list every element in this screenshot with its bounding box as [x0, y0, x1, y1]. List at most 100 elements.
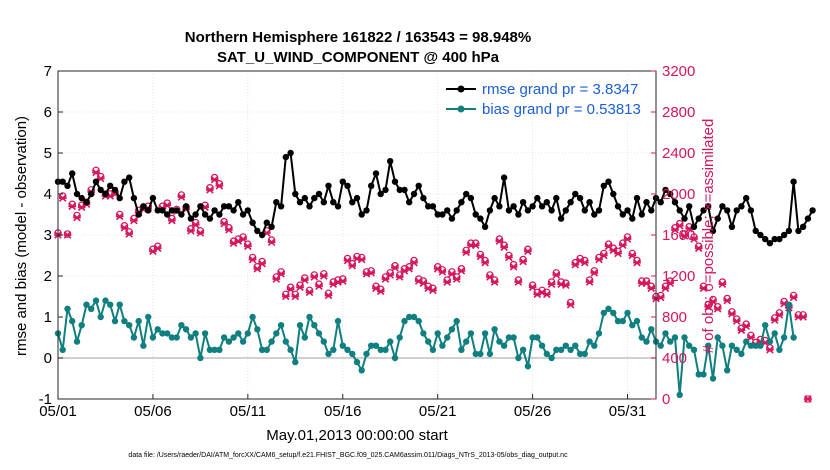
bias-point [315, 330, 323, 337]
obs-possible-point [153, 242, 162, 251]
obs-assimilated-point [376, 287, 385, 296]
rmse-point [586, 199, 593, 206]
bias-point [401, 317, 408, 325]
bias-point [258, 346, 266, 353]
obs-assimilated-point [244, 242, 252, 251]
bias-point [785, 301, 793, 308]
rmse-point [315, 190, 323, 198]
bias-point [757, 342, 764, 349]
bias-point [102, 297, 109, 304]
obs-assimilated-point [187, 227, 195, 235]
rmse-point [676, 207, 683, 214]
rmse-point [481, 223, 489, 230]
bias-point [230, 334, 237, 341]
rmse-point [709, 227, 717, 235]
obs-possible-point [490, 276, 499, 284]
bias-point [164, 330, 171, 337]
bias-point [78, 322, 85, 329]
obs-assimilated-point [543, 290, 551, 299]
obs-assimilated-point [391, 264, 399, 272]
obs-assimilated-point [386, 271, 395, 279]
rmse-point [771, 235, 778, 243]
bias-point [676, 391, 683, 399]
rmse-point [747, 207, 755, 214]
obs-assimilated-point [514, 278, 523, 286]
bias-point [505, 334, 513, 341]
bias-series [54, 297, 797, 399]
obs-possible-point [728, 308, 736, 316]
obs-possible-point [367, 267, 376, 275]
rmse-point [690, 223, 698, 230]
rmse-point [581, 207, 588, 214]
rmse-point [401, 186, 408, 194]
rmse-point [239, 211, 247, 218]
obs-assimilated-point [775, 311, 784, 319]
bias-point [287, 346, 294, 353]
bias-point [325, 350, 332, 358]
data-file-footnote: data file: /Users/raeder/DAI/ATM_forcXX/… [128, 452, 568, 459]
obs-assimilated-point [319, 272, 328, 280]
bias-point [595, 330, 603, 337]
rmse-point [273, 199, 280, 206]
obs-assimilated-point [196, 229, 205, 237]
obs-possible-point [424, 282, 433, 291]
rmse-point [515, 211, 522, 218]
bias-point [695, 371, 702, 378]
rmse-point [168, 207, 176, 214]
obs-assimilated-point [505, 253, 513, 262]
rmse-point [358, 211, 365, 218]
bias-point [320, 338, 327, 345]
bias-point [387, 338, 394, 345]
rmse-point [785, 227, 793, 235]
bias-point [159, 330, 166, 337]
bias-point [235, 330, 242, 337]
rmse-point [325, 182, 332, 189]
rmse-point [154, 207, 161, 214]
obs-assimilated-point [92, 168, 100, 177]
bias-point [624, 309, 631, 317]
bias-point [59, 346, 66, 353]
obs-possible-point [443, 276, 452, 284]
bias-point [614, 317, 622, 325]
obs-assimilated-point [367, 269, 376, 277]
bias-point [472, 350, 479, 358]
bias-point [429, 346, 437, 353]
obs-possible-point [713, 302, 722, 311]
rmse-point [686, 203, 693, 210]
rmse-point [667, 190, 674, 198]
bias-point [292, 358, 299, 366]
obs-possible-point [305, 286, 314, 295]
rmse-point [614, 203, 622, 210]
bias-point [762, 322, 769, 329]
obs-assimilated-point [481, 258, 489, 267]
rmse-point [633, 194, 641, 202]
bias-point [211, 346, 218, 353]
obs-assimilated-point [462, 248, 470, 257]
bias-point [643, 338, 650, 345]
rmse-point [477, 215, 484, 222]
x-axis-label: May.01,2013 00:00:00 start [266, 427, 448, 444]
bias-point [145, 313, 152, 321]
bias-point [97, 313, 104, 321]
rmse-point [491, 194, 498, 202]
obs-possible-point [699, 282, 708, 291]
rmse-point [429, 203, 437, 210]
bias-point [415, 317, 422, 325]
legend-box [438, 77, 648, 121]
rmse-point [648, 207, 655, 214]
rmse-point [201, 211, 209, 218]
rmse-point [795, 227, 802, 235]
bias-point [638, 334, 645, 341]
rmse-point [320, 199, 327, 206]
bias-point [496, 338, 503, 345]
rmse-point [382, 186, 389, 194]
obs-possible-point [599, 249, 608, 258]
rmse-point [287, 149, 294, 157]
obs-assimilated-point [258, 259, 266, 268]
rmse-point [600, 182, 607, 189]
rmse-point [809, 207, 816, 214]
obs-assimilated-point [747, 333, 755, 342]
legend-bias-marker [457, 105, 465, 113]
bias-point [553, 346, 560, 353]
rmse-point [662, 186, 669, 194]
